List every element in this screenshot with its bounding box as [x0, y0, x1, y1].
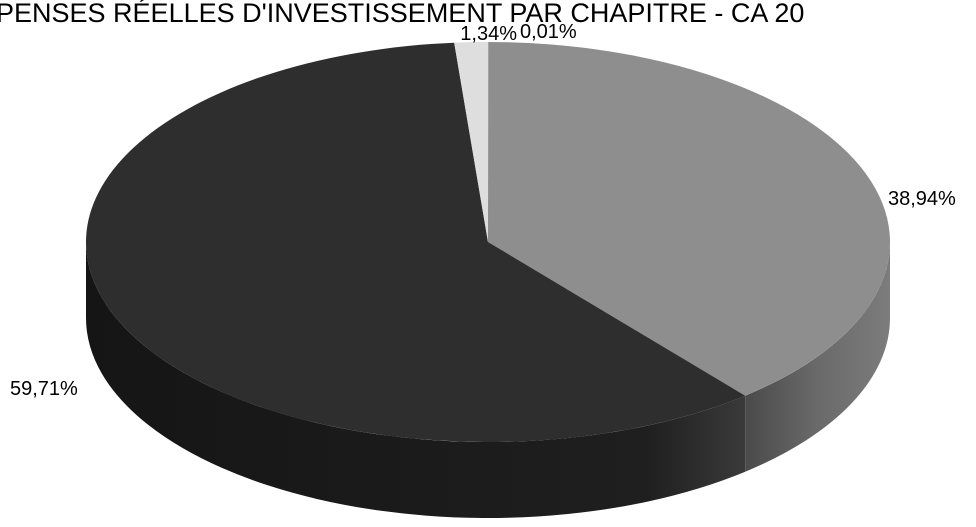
pie-slice-side-2 [86, 242, 746, 518]
pie-slice-2 [86, 42, 746, 442]
slice-percent-label-1: 38,94% [888, 188, 956, 210]
pie-top-layer [86, 42, 890, 442]
slice-percent-label-3: 1,34% [460, 23, 517, 45]
pie-side-layer [86, 242, 891, 518]
pie-label-layer: 0,01% 38,94% 59,71% 1,34% [10, 21, 956, 400]
slice-percent-label-2: 59,71% [10, 378, 78, 400]
slice-percent-label-0: 0,01% [520, 21, 577, 43]
pie-slice-side-1 [745, 242, 891, 472]
pie-slice-1 [488, 42, 890, 396]
chart-title: ÉPENSES RÉELLES D'INVESTISSEMENT PAR CHA… [0, 0, 804, 28]
pie-slice-3 [454, 42, 488, 242]
